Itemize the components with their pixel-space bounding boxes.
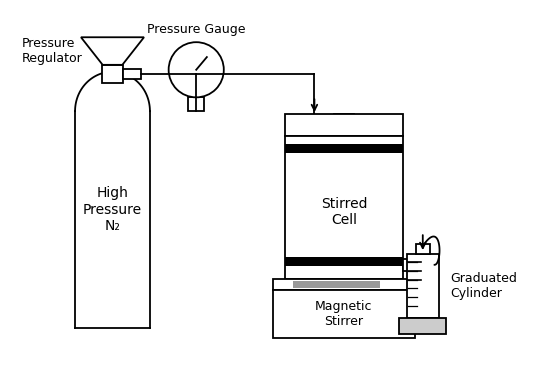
Text: High
Pressure
N₂: High Pressure N₂	[83, 187, 142, 233]
Polygon shape	[81, 37, 144, 65]
Bar	[407, 254, 439, 318]
Bar	[334, 114, 354, 136]
Circle shape	[169, 42, 224, 97]
Text: Graduated
Cylinder: Graduated Cylinder	[450, 272, 517, 300]
Text: Pressure Gauge: Pressure Gauge	[147, 23, 246, 36]
Text: Stirred
Cell: Stirred Cell	[321, 197, 367, 227]
Bar	[273, 279, 415, 290]
Bar	[123, 69, 141, 79]
Bar	[416, 244, 430, 254]
Bar	[285, 257, 403, 266]
Bar	[273, 290, 415, 338]
Text: Pressure
Regulator: Pressure Regulator	[22, 37, 82, 65]
Bar	[399, 318, 446, 334]
Bar	[285, 114, 403, 136]
Bar	[189, 97, 204, 111]
Bar	[293, 280, 380, 288]
Bar	[285, 144, 403, 152]
Bar	[285, 136, 403, 279]
Text: Magnetic
Stirrer: Magnetic Stirrer	[315, 300, 373, 328]
Bar	[102, 65, 123, 83]
Bar	[403, 259, 435, 271]
